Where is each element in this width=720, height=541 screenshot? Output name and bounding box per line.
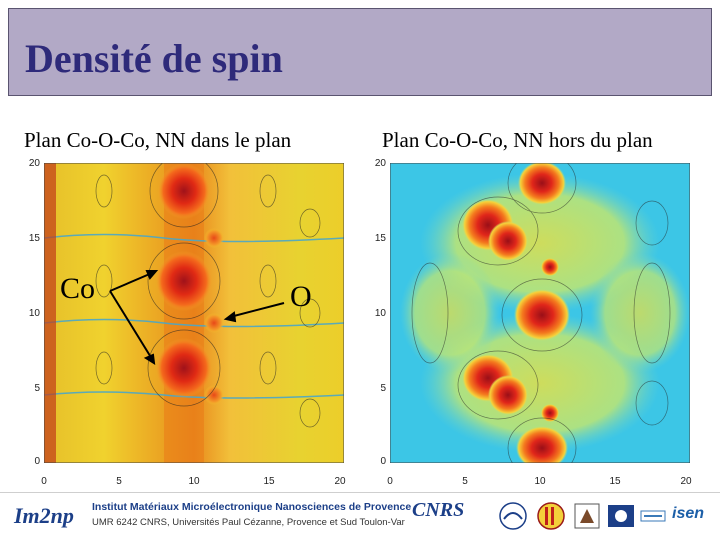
- y-tick-right: 5: [380, 383, 386, 394]
- caption-right: Plan Co-O-Co, NN hors du plan: [382, 128, 653, 152]
- university-logo-icon: [499, 502, 527, 530]
- y-tick-left: 5: [34, 383, 40, 394]
- x-tick-right: 20: [680, 476, 692, 487]
- y-tick-right: 0: [380, 456, 386, 467]
- y-tick-left: 10: [28, 308, 40, 319]
- institute-affiliation: UMR 6242 CNRS, Universités Paul Cézanne,…: [92, 517, 405, 528]
- x-tick-right: 0: [387, 476, 393, 487]
- o-label: O: [290, 280, 312, 313]
- x-tick-left: 0: [41, 476, 47, 487]
- x-tick-left: 10: [188, 476, 200, 487]
- institute-name: Institut Matériaux Microélectronique Nan…: [92, 501, 412, 513]
- slide-title: Densité de spin: [25, 36, 283, 81]
- y-tick-left: 0: [34, 456, 40, 467]
- toulon-logo-icon: [608, 505, 634, 527]
- footer-logos: Im2np Institut Matériaux Microélectroniq…: [0, 492, 720, 541]
- y-tick-left: 15: [28, 233, 40, 244]
- x-tick-right: 5: [462, 476, 468, 487]
- y-tick-right: 10: [374, 308, 386, 319]
- cnrs-logo: CNRS: [412, 499, 465, 521]
- x-tick-left: 15: [263, 476, 275, 487]
- im2np-logo: Im2np: [14, 503, 74, 528]
- y-tick-right: 20: [374, 158, 386, 169]
- x-tick-left: 20: [334, 476, 346, 487]
- y-tick-right: 15: [374, 233, 386, 244]
- title-bar: Densité de spin: [8, 8, 712, 96]
- x-tick-left: 5: [116, 476, 122, 487]
- caption-left: Plan Co-O-Co, NN dans le plan: [24, 128, 292, 152]
- y-tick-left: 20: [28, 158, 40, 169]
- university-seal-icon: [574, 503, 600, 529]
- x-tick-right: 10: [534, 476, 546, 487]
- technopole-logo-icon: [640, 510, 666, 522]
- x-tick-right: 15: [609, 476, 621, 487]
- spin-density-map-left: [44, 163, 344, 463]
- spin-density-map-right: [390, 163, 690, 463]
- isen-logo: isen: [672, 505, 705, 522]
- co-label: Co: [60, 272, 96, 305]
- provence-crest-icon: [537, 502, 565, 530]
